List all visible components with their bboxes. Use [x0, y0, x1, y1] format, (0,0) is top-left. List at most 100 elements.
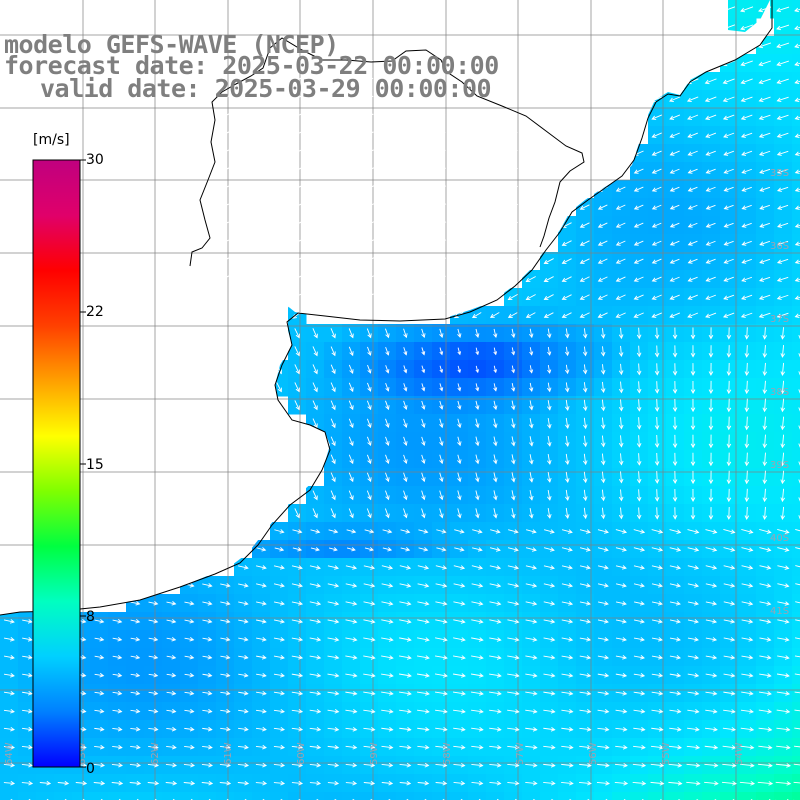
arrow-head — [328, 80, 334, 85]
wind-arrow — [417, 203, 429, 211]
arrow-shaft — [688, 240, 698, 246]
field-cell — [792, 144, 800, 163]
field-cell — [180, 792, 199, 800]
wind-arrow — [417, 167, 429, 175]
arrow-head — [400, 98, 405, 103]
field-cell — [612, 792, 631, 800]
arrow-head — [328, 116, 333, 121]
arrow-head — [633, 223, 639, 228]
wind-arrow — [292, 167, 302, 175]
arrow-shaft — [507, 203, 519, 211]
wind-arrow — [327, 239, 338, 247]
arrow-shaft — [688, 204, 698, 210]
wind-arrow — [363, 149, 374, 157]
arrow-shaft — [489, 203, 501, 211]
arrow-head — [705, 115, 710, 120]
arrow-head — [723, 169, 729, 174]
field-cell — [396, 792, 415, 800]
wind-arrow — [651, 222, 662, 228]
arrow-head — [669, 151, 675, 156]
arrow-head — [776, 259, 782, 264]
arrow-shaft — [435, 221, 447, 229]
arrow-head — [310, 170, 315, 175]
arrow-head — [363, 224, 369, 229]
arrow-shaft — [777, 168, 789, 174]
wind-arrow — [525, 150, 536, 156]
wind-arrow — [471, 239, 483, 247]
arrow-head — [327, 296, 333, 301]
arrow-shaft — [705, 78, 717, 84]
wind-arrow — [292, 131, 302, 139]
arrow-shaft — [705, 114, 717, 120]
arrow-head — [274, 62, 280, 67]
arrow-head — [381, 152, 387, 157]
arrow-head — [704, 97, 710, 103]
arrow-shaft — [670, 222, 680, 228]
field-cell — [90, 792, 109, 800]
wind-arrow — [238, 113, 248, 121]
field-cell — [774, 792, 793, 800]
wind-arrow — [436, 60, 446, 66]
arrow-head — [453, 134, 459, 139]
arrow-head — [220, 152, 226, 157]
field-cell — [684, 792, 703, 800]
wind-arrow — [292, 185, 302, 193]
arrow-shaft — [777, 258, 789, 264]
wind-arrow — [346, 59, 356, 67]
wind-arrow — [220, 113, 230, 121]
field-cell — [792, 54, 800, 73]
arrow-shaft — [776, 42, 790, 48]
wind-arrow — [220, 95, 230, 104]
wind-arrow — [256, 167, 266, 175]
arrow-head — [364, 61, 370, 67]
wind-arrow — [471, 257, 483, 265]
wind-arrow — [327, 185, 338, 193]
arrow-head — [794, 259, 800, 264]
arrow-head — [507, 224, 513, 229]
arrow-head — [309, 242, 315, 247]
arrow-shaft — [364, 149, 374, 157]
arrow-head — [363, 134, 369, 139]
arrow-shaft — [598, 240, 608, 246]
field-cell — [468, 792, 487, 800]
arrow-head — [740, 25, 746, 31]
wind-arrow — [345, 149, 356, 157]
arrow-head — [399, 116, 405, 121]
wind-arrow — [381, 131, 392, 139]
wind-arrow — [327, 257, 338, 265]
wind-arrow — [400, 60, 410, 67]
arrow-shaft — [705, 96, 717, 102]
wind-arrow — [346, 113, 356, 121]
arrow-shaft — [759, 114, 771, 120]
arrow-shaft — [656, 416, 658, 430]
wind-arrow — [363, 275, 374, 283]
arrow-head — [705, 277, 711, 282]
wind-arrow — [489, 257, 501, 265]
arrow-shaft — [670, 276, 680, 282]
wind-arrow — [759, 240, 771, 246]
wind-arrow — [292, 239, 302, 247]
arrow-shaft — [507, 185, 519, 193]
wind-arrow — [399, 131, 410, 139]
field-cell — [792, 198, 800, 217]
arrow-shaft — [526, 150, 536, 156]
wind-arrow — [723, 222, 734, 228]
wind-arrow — [346, 77, 356, 85]
wind-arrow — [776, 42, 790, 49]
wind-arrow — [292, 77, 302, 85]
arrow-head — [723, 205, 729, 210]
wind-arrow — [220, 185, 229, 193]
arrow-shaft — [399, 185, 411, 193]
arrow-head — [310, 296, 315, 301]
arrow-shaft — [508, 149, 518, 157]
arrow-shaft — [706, 222, 716, 228]
arrow-shaft — [670, 168, 680, 174]
arrow-head — [274, 152, 280, 157]
wind-arrow — [345, 185, 356, 193]
arrow-shaft — [669, 114, 681, 120]
arrow-head — [687, 259, 693, 264]
wind-arrow — [525, 204, 536, 211]
arrow-shaft — [454, 131, 464, 139]
arrow-shaft — [274, 59, 284, 67]
wind-arrow — [615, 258, 626, 264]
